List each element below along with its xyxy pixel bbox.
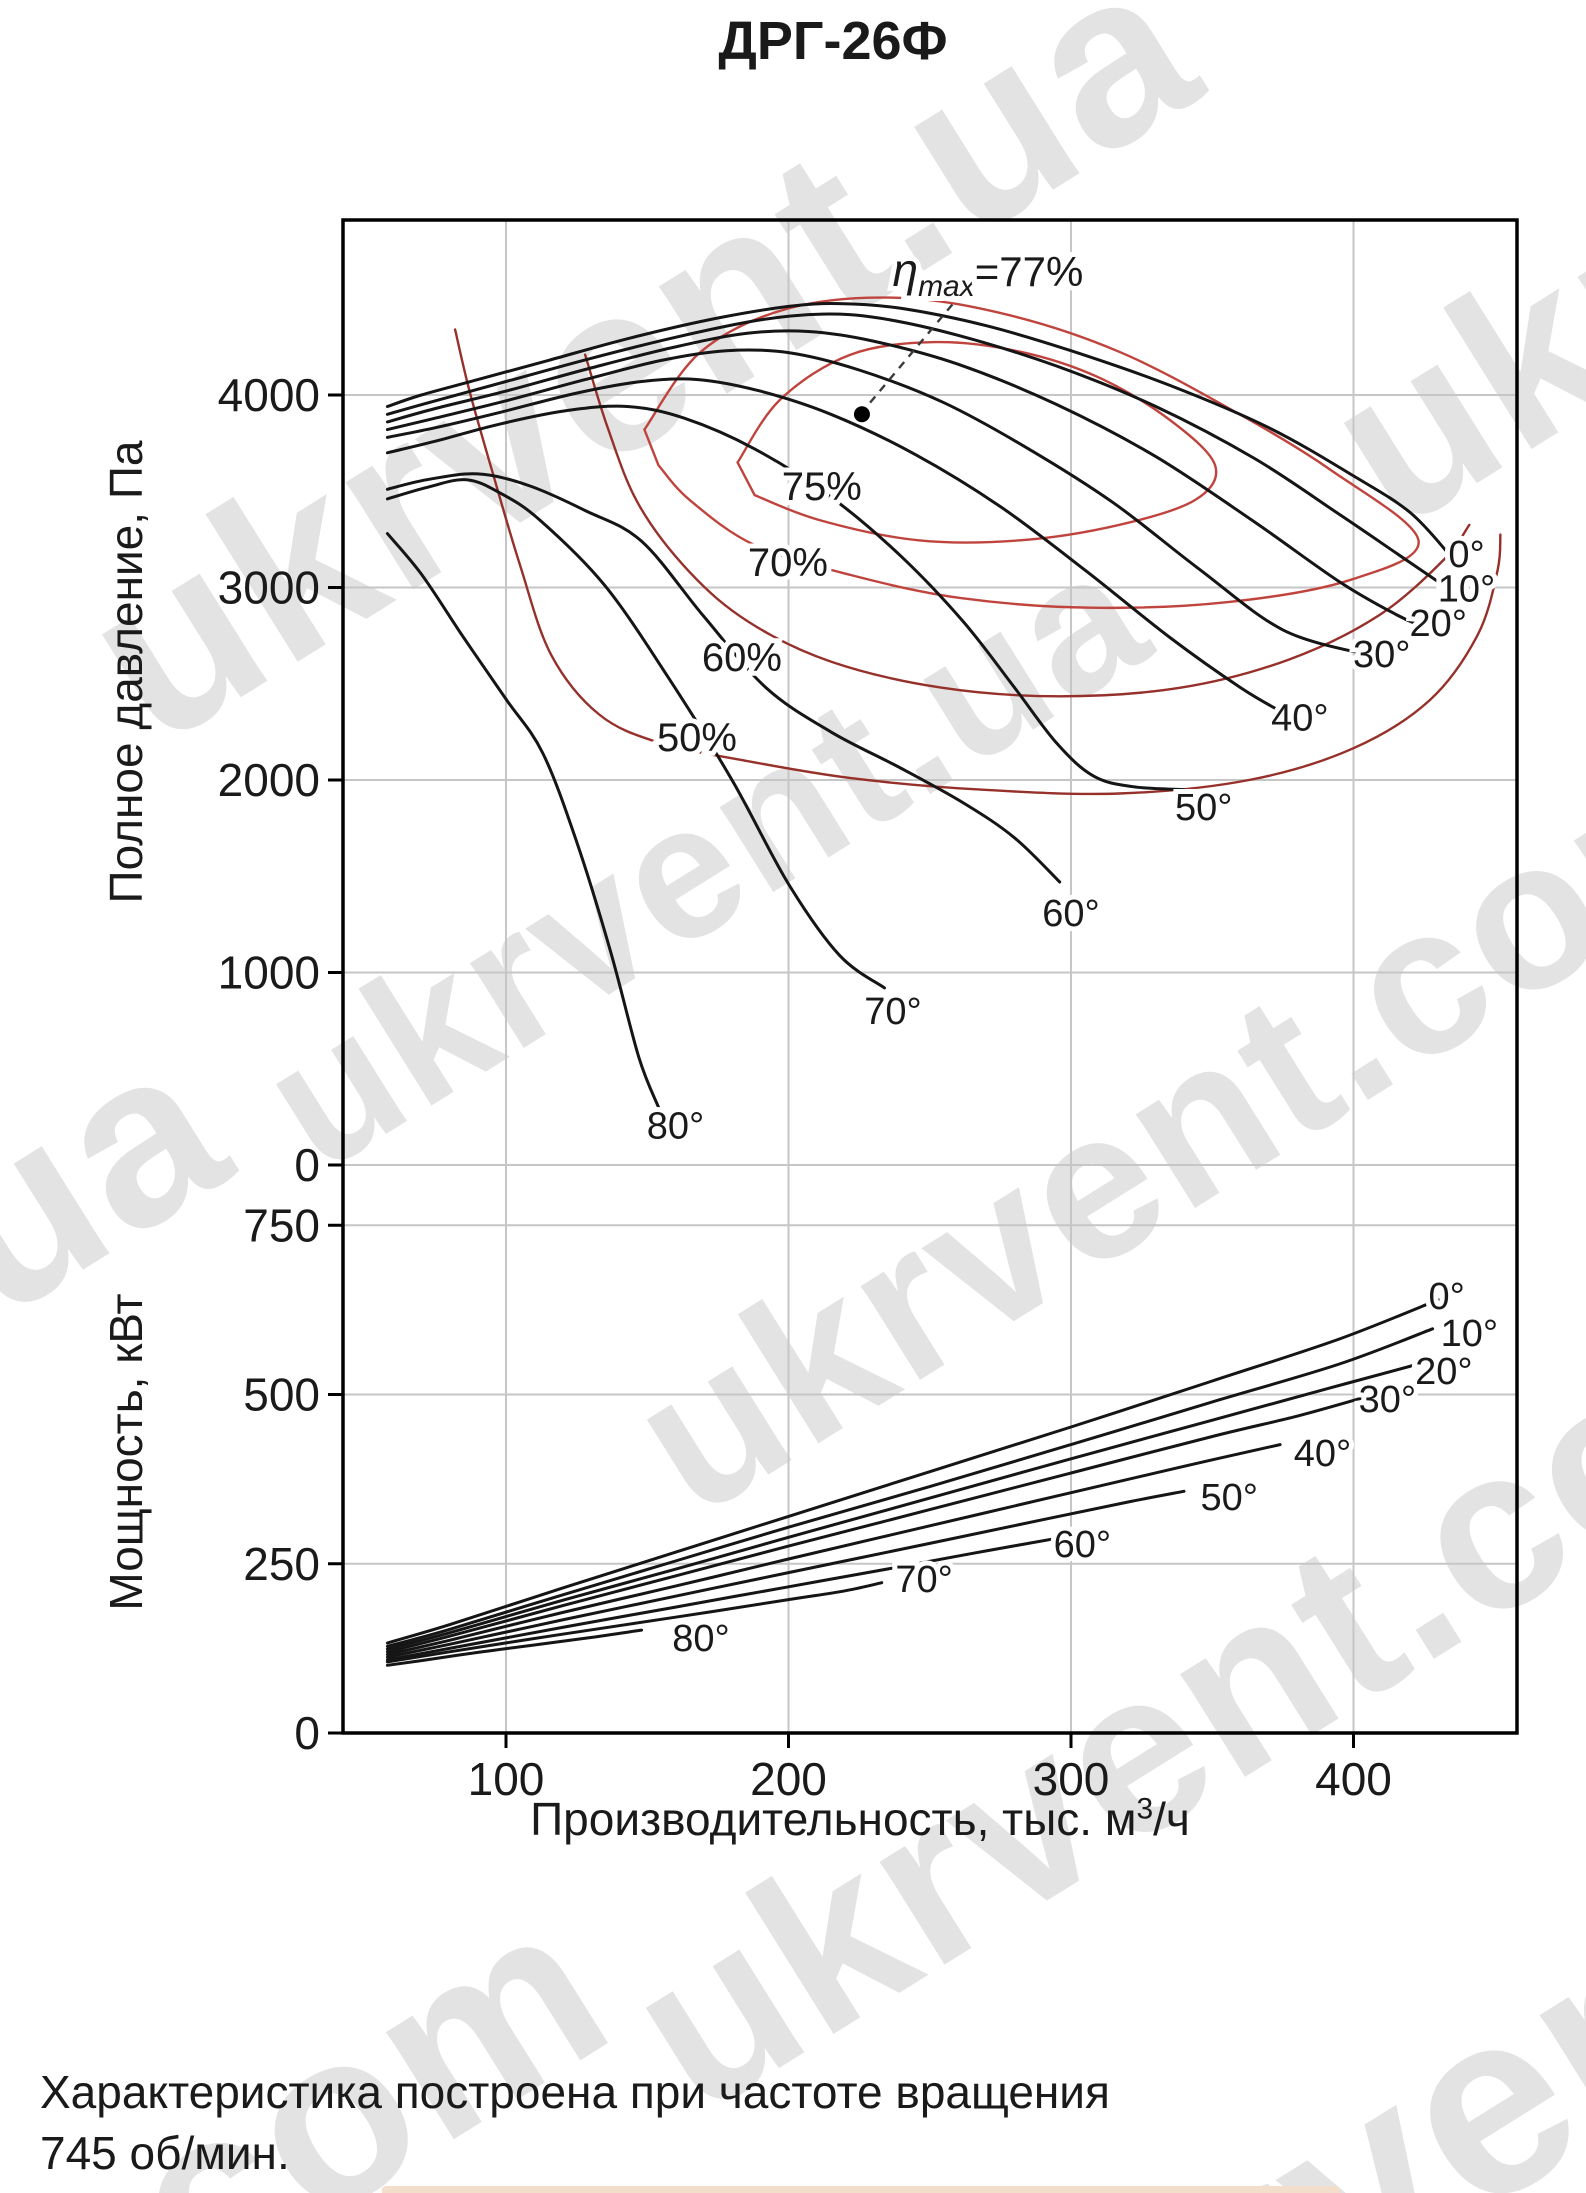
x-axis-title-main: Производительность, тыс. м xyxy=(530,1793,1137,1845)
power-curve-50° xyxy=(385,1489,1186,1659)
blade-angle-label: 60° xyxy=(1054,1524,1111,1566)
power-curve-20° xyxy=(385,1362,1420,1651)
efficiency-contour-50 xyxy=(453,328,1502,796)
power-tick-label: 0 xyxy=(294,1707,320,1759)
x-tick-label: 200 xyxy=(750,1753,827,1805)
power-curve-70° xyxy=(385,1581,884,1664)
pressure-tick-label: 2000 xyxy=(218,754,320,806)
pressure-curve-30° xyxy=(385,348,1370,657)
efficiency-label: 70% xyxy=(748,541,828,585)
blade-angle-label: 10° xyxy=(1438,569,1495,611)
caption-line-1: Характеристика построена при частоте вра… xyxy=(40,2066,1110,2118)
eta-max-annotation: ηmax=77% xyxy=(853,239,1088,423)
pressure-curve-70° xyxy=(385,478,886,990)
chart-caption: Характеристика построена при частоте вра… xyxy=(40,2062,1110,2183)
power-tick-label: 500 xyxy=(243,1369,320,1421)
power-axis-title: Мощность, кВт xyxy=(100,1293,152,1611)
blade-angle-label: 40° xyxy=(1271,697,1328,739)
x-tick-label: 100 xyxy=(468,1753,545,1805)
power-tick-label: 250 xyxy=(243,1538,320,1590)
pressure-curve-60° xyxy=(385,472,1062,884)
efficiency-contours xyxy=(453,296,1502,796)
pressure-curve-10° xyxy=(385,312,1446,588)
efficiency-contour-75 xyxy=(736,340,1218,544)
efficiency-label: 50% xyxy=(657,716,737,760)
power-curves xyxy=(385,1298,1440,1667)
eta-max-label: ηmax=77% xyxy=(893,244,1084,303)
blade-angle-label: 40° xyxy=(1294,1433,1351,1475)
power-curve-30° xyxy=(385,1395,1367,1654)
power-curve-80° xyxy=(385,1628,644,1667)
x-axis-title: Производительность, тыс. м3/ч xyxy=(273,1792,1447,1846)
blade-angle-label: 70° xyxy=(895,1559,952,1601)
blade-angle-label: 80° xyxy=(647,1106,704,1148)
page-title: ДРГ-26Ф xyxy=(718,11,948,71)
efficiency-contour-60 xyxy=(583,353,1471,698)
pressure-tick-label: 3000 xyxy=(218,562,320,614)
cropped-next-element xyxy=(382,2186,1340,2193)
gridlines xyxy=(343,220,1517,1733)
pressure-curve-40° xyxy=(385,377,1285,715)
power-curve-10° xyxy=(385,1327,1435,1648)
eta-max-leader xyxy=(866,303,954,407)
blade-angle-label: 80° xyxy=(672,1618,729,1660)
blade-angle-label: 60° xyxy=(1042,893,1099,935)
x-axis-title-tail: /ч xyxy=(1153,1793,1190,1845)
pressure-curve-50° xyxy=(385,404,1186,792)
pressure-tick-label: 0 xyxy=(294,1139,320,1191)
pressure-curves xyxy=(385,302,1452,1109)
efficiency-contour-70 xyxy=(643,296,1420,610)
x-axis-title-sup: 3 xyxy=(1136,1792,1154,1826)
curve-labels: 0°10°20°30°40°50°60°70°80°0°10°20°30°40°… xyxy=(642,460,1503,1665)
pressure-curve-20° xyxy=(385,329,1423,628)
x-tick-label: 300 xyxy=(1033,1753,1110,1805)
blade-angle-label: 50° xyxy=(1200,1477,1257,1519)
x-tick-label: 400 xyxy=(1315,1753,1392,1805)
blade-angle-label: 0° xyxy=(1429,1276,1465,1318)
power-curve-60° xyxy=(385,1535,1064,1662)
blade-angle-label: 30° xyxy=(1353,634,1410,676)
pressure-curve-80° xyxy=(385,532,660,1109)
axes: 4000 3000 2000 1000 0 750 500 250 0 100 200 300 400 xyxy=(218,218,1519,1805)
caption-line-2: 745 об/мин. xyxy=(40,2126,290,2179)
blade-angle-label: 50° xyxy=(1175,787,1232,829)
efficiency-label: 60% xyxy=(702,636,782,680)
blade-angle-label: 70° xyxy=(864,991,921,1033)
power-tick-label: 750 xyxy=(243,1199,320,1251)
pressure-curve-0° xyxy=(385,302,1452,557)
eta-max-point xyxy=(853,406,870,423)
pressure-tick-label: 1000 xyxy=(218,947,320,999)
efficiency-label: 75% xyxy=(782,465,862,509)
power-curve-40° xyxy=(385,1443,1282,1656)
pressure-axis-title: Полное давление, Па xyxy=(100,440,152,904)
blade-angle-label: 30° xyxy=(1359,1379,1416,1421)
blade-angle-label: 10° xyxy=(1441,1313,1498,1355)
power-curve-0° xyxy=(385,1298,1440,1645)
blade-angle-label: 20° xyxy=(1415,1351,1472,1393)
blade-angle-label: 0° xyxy=(1448,534,1484,576)
blade-angle-label: 20° xyxy=(1410,603,1467,645)
pressure-tick-label: 4000 xyxy=(218,369,320,421)
